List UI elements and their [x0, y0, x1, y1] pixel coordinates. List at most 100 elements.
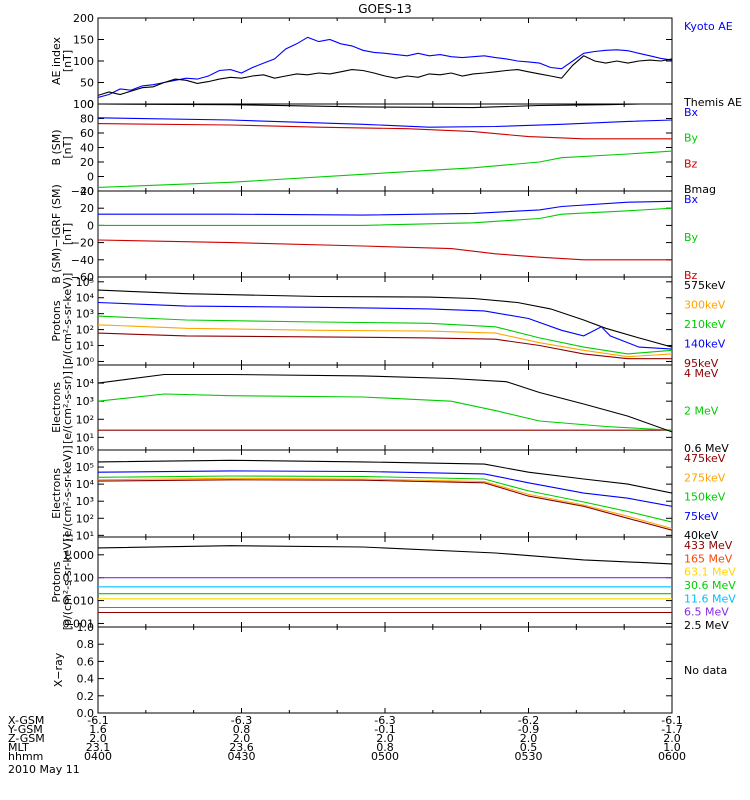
legend-entry: 275keV — [684, 471, 726, 484]
y-axis-label: AE index[nT] — [50, 36, 74, 85]
panel-frame — [97, 17, 673, 105]
footer-row-label: Z-GSM — [8, 732, 45, 745]
series-line — [98, 301, 672, 350]
legend-entry: 95keV — [684, 357, 719, 370]
footer-value: -6.1 — [87, 714, 108, 727]
series-line — [98, 475, 672, 523]
footer-value: -0.1 — [374, 723, 395, 736]
legend-entry: 2.5 MeV — [684, 619, 729, 632]
y-tick-label: 0.010 — [63, 595, 95, 608]
series-line — [98, 150, 672, 188]
series-line — [98, 55, 672, 96]
footer-value: 2.0 — [89, 732, 107, 745]
y-axis-label-line: [nT] — [61, 223, 74, 245]
y-tick-label: 10⁰ — [76, 355, 95, 368]
legend-entry: Bz — [684, 157, 698, 170]
panel-1: 0 50 100 150 200 AE index[nT] Kyoto AE Themis A… — [50, 12, 742, 111]
plot-title: GOES-13 — [358, 2, 412, 16]
y-axis-label-line: [p/(cm²-s-sr-keV)] — [61, 273, 74, 370]
y-tick-label: 10⁵ — [76, 461, 94, 474]
no-data-label: No data — [684, 664, 727, 677]
legend-entry: 0.6 MeV — [684, 442, 729, 455]
y-tick-label: 10³ — [76, 495, 94, 508]
footer-value: 0430 — [228, 750, 256, 763]
series-line — [98, 477, 672, 530]
y-tick-label: 150 — [73, 34, 94, 47]
legend-entry: 75keV — [684, 510, 719, 523]
legend-entry: 63.1 MeV — [684, 566, 736, 579]
y-axis-label: Protons[p/(cm²-s-sr-keV)] — [50, 534, 74, 631]
legend-entry: 4 MeV — [684, 367, 719, 380]
series-line — [98, 239, 672, 261]
y-axis-label-line: [p/(cm²-s-sr-keV)] — [61, 534, 74, 631]
series-line — [98, 289, 672, 348]
panel-frame — [97, 364, 673, 451]
y-tick-label: 10⁴ — [76, 377, 95, 390]
legend-entry: 6.5 MeV — [684, 606, 729, 619]
legend-entry: By — [684, 231, 699, 244]
series-line — [98, 315, 672, 355]
footer-value: 0600 — [658, 750, 686, 763]
y-axis-label-line: [nT] — [61, 50, 74, 72]
y-tick-label: 10⁴ — [76, 292, 95, 305]
series-line — [98, 470, 672, 507]
legend-entry: 575keV — [684, 279, 726, 292]
y-tick-label: −40 — [71, 254, 94, 267]
panel-frame — [97, 190, 673, 278]
y-axis-label: B (SM)[nT] — [50, 129, 74, 165]
y-tick-label: 100 — [73, 55, 94, 68]
y-axis-label-line: Electrons — [50, 468, 63, 519]
y-axis-label: Electrons[e/(cm²-s-sr-keV)] — [50, 445, 74, 541]
y-tick-label: 0.001 — [63, 617, 95, 630]
panel-frame — [97, 103, 673, 192]
footer-value: 0500 — [371, 750, 399, 763]
y-tick-label: 20 — [80, 202, 94, 215]
y-tick-label: −20 — [71, 185, 94, 198]
ephemeris-footer: X-GSMY-GSMZ-GSMMLThhmm-6.11.62.023.10400… — [7, 714, 686, 763]
y-tick-label: 10¹ — [76, 529, 94, 542]
series-line — [98, 123, 672, 140]
series-line — [98, 200, 672, 216]
panel-7: 0.001 0.010 0.100 1.000Protons[p/(cm²-s-sr-… — [50, 534, 736, 632]
y-axis-label-line: [e/(cm²-s-sr-keV)] — [61, 445, 74, 541]
series-line — [98, 324, 672, 358]
y-axis-label: B (SM)−IGRF (SM)[nT] — [50, 184, 74, 284]
footer-row-label: Y-GSM — [7, 723, 43, 736]
legend-entry: 475keV — [684, 452, 726, 465]
y-tick-label: 0 — [87, 98, 94, 111]
footer-value: 0400 — [84, 750, 112, 763]
y-tick-label: 0.0 — [77, 707, 95, 720]
y-tick-label: 100 — [73, 98, 94, 111]
y-tick-label: 0.100 — [63, 572, 95, 585]
legend-entry: 165 MeV — [684, 552, 733, 565]
y-tick-label: 10⁵ — [76, 276, 94, 289]
y-tick-label: 10² — [76, 324, 94, 337]
y-tick-label: 60 — [80, 127, 94, 140]
y-tick-label: 0 — [87, 219, 94, 232]
y-tick-label: 10⁴ — [76, 478, 95, 491]
panel-4: 10⁰10¹10²10³10⁴10⁵Protons[p/(cm²-s-sr-ke… — [50, 273, 726, 370]
footer-value: -6.3 — [374, 714, 395, 727]
y-tick-label: 10² — [76, 413, 94, 426]
legend-entry: Bx — [684, 193, 699, 206]
y-tick-label: 0.8 — [77, 638, 95, 651]
series-line — [98, 393, 672, 431]
footer-value: 0.5 — [520, 741, 538, 754]
legend-entry: Bz — [684, 269, 698, 282]
legend-entry: 300keV — [684, 299, 726, 312]
y-tick-label: 10² — [76, 512, 94, 525]
footer-row-label: hhmm — [8, 750, 43, 763]
panel-frame — [97, 626, 673, 714]
footer-value: 0.8 — [376, 741, 394, 754]
footer-value: 0.8 — [233, 723, 251, 736]
y-tick-label: −60 — [71, 271, 94, 284]
footer-value: -6.3 — [231, 714, 252, 727]
legend-entry: 150keV — [684, 491, 726, 504]
y-tick-label: 80 — [80, 113, 94, 126]
series-line — [98, 36, 672, 99]
footer-value: 0530 — [515, 750, 543, 763]
legend-entry: 433 MeV — [684, 539, 733, 552]
footer-value: 2.0 — [376, 732, 394, 745]
